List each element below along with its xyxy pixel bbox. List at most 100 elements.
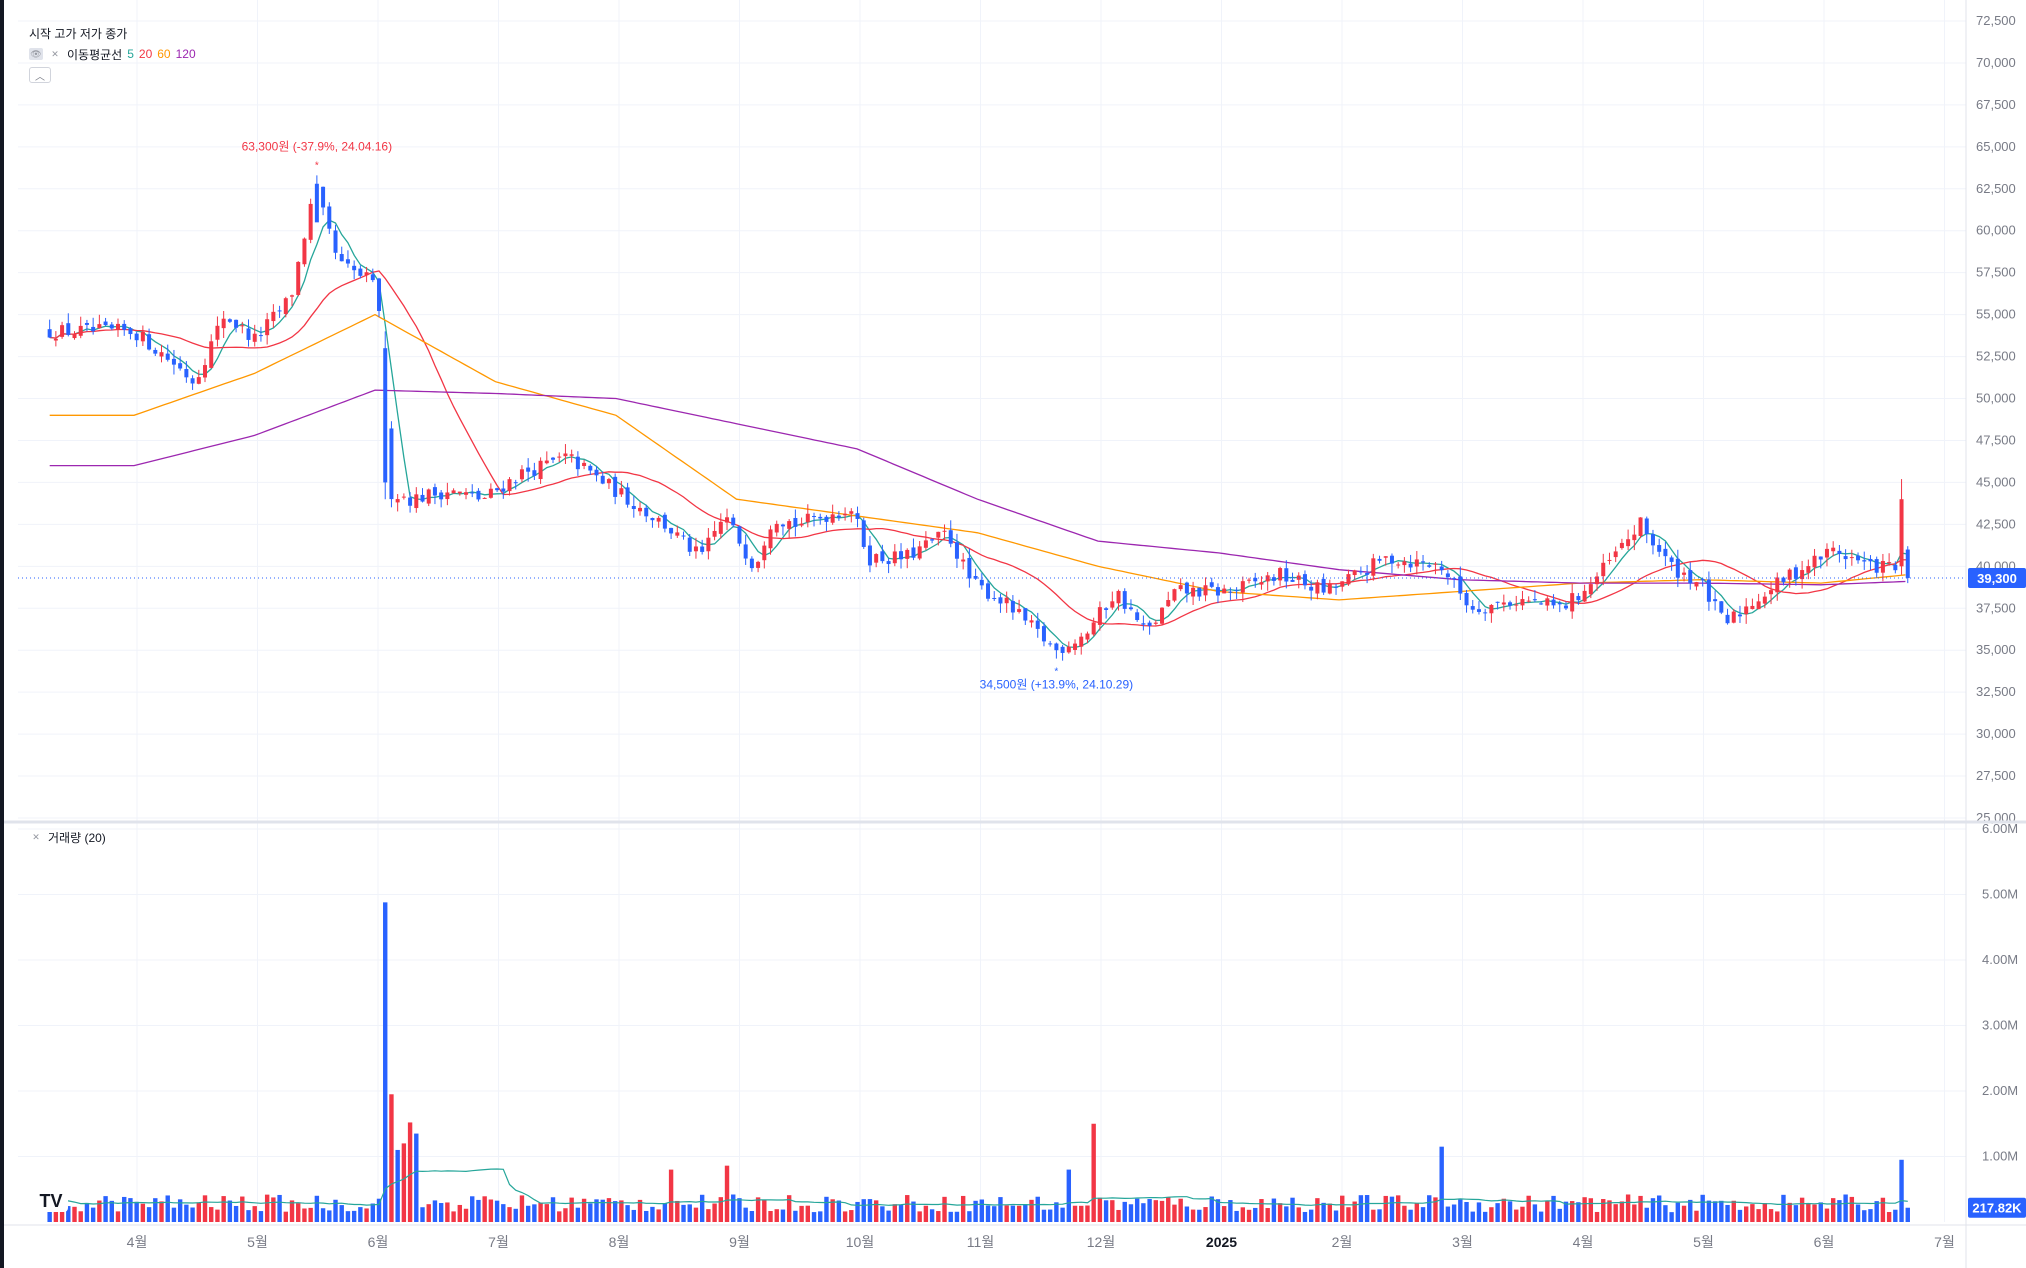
candle-body bbox=[1197, 587, 1202, 597]
volume-bar bbox=[395, 1149, 400, 1222]
volume-bar bbox=[811, 1212, 817, 1222]
volume-bar bbox=[563, 1208, 568, 1222]
volume-bar bbox=[1190, 1209, 1196, 1222]
volume-bar bbox=[1557, 1208, 1562, 1222]
volume-bar bbox=[1799, 1197, 1805, 1222]
candle-body bbox=[1607, 559, 1612, 561]
volume-bar bbox=[1333, 1210, 1339, 1222]
volume-bar bbox=[432, 1200, 438, 1222]
candle-body bbox=[513, 482, 518, 484]
volume-bar bbox=[905, 1195, 910, 1222]
candle-body bbox=[780, 524, 785, 527]
volume-bar bbox=[227, 1200, 233, 1222]
price-tick-label: 70,000 bbox=[1976, 55, 2016, 70]
volume-bar bbox=[252, 1206, 257, 1222]
volume-bar bbox=[115, 1211, 121, 1222]
candle-body bbox=[122, 323, 127, 330]
volume-bar bbox=[1632, 1204, 1637, 1222]
volume-bar bbox=[898, 1204, 904, 1222]
candle-body bbox=[1253, 577, 1258, 582]
chevron-up-icon[interactable]: ︿ bbox=[29, 67, 51, 83]
volume-bar bbox=[1172, 1204, 1177, 1222]
candle-body bbox=[563, 453, 568, 457]
candle-body bbox=[1240, 581, 1245, 593]
volume-bar bbox=[619, 1200, 624, 1222]
candle-body bbox=[507, 479, 512, 492]
candle-body bbox=[159, 352, 164, 357]
close-icon[interactable]: ✕ bbox=[51, 48, 59, 59]
volume-bar bbox=[538, 1202, 543, 1222]
volume-bar bbox=[1066, 1169, 1072, 1222]
candle-body bbox=[551, 457, 556, 460]
candle-body bbox=[464, 492, 469, 495]
candle-body bbox=[290, 295, 295, 297]
candle-body bbox=[1302, 574, 1307, 586]
volume-bar bbox=[494, 1200, 500, 1222]
volume-bar bbox=[681, 1204, 686, 1222]
candle-body bbox=[1209, 582, 1214, 587]
time-tick-label: 5월 bbox=[247, 1234, 268, 1250]
volume-bar bbox=[451, 1211, 456, 1222]
candle-body bbox=[1408, 563, 1413, 568]
candle-body bbox=[265, 319, 270, 336]
candle-body bbox=[308, 203, 313, 240]
volume-bar bbox=[1389, 1196, 1395, 1222]
volume-bar bbox=[445, 1202, 450, 1222]
volume-bar bbox=[1818, 1202, 1823, 1222]
ma120-line bbox=[49, 389, 1906, 586]
volume-bar bbox=[929, 1209, 935, 1222]
candle-body bbox=[1327, 583, 1332, 594]
candle-body bbox=[899, 551, 904, 560]
candle-body bbox=[923, 540, 928, 548]
close-icon[interactable]: ✕ bbox=[32, 832, 40, 842]
candle-body bbox=[389, 428, 394, 500]
candle-body bbox=[774, 523, 779, 533]
volume-bar bbox=[370, 1203, 375, 1222]
candle-body bbox=[482, 497, 487, 499]
volume-bar bbox=[880, 1206, 885, 1222]
eye-icon[interactable]: 👁 bbox=[29, 48, 43, 60]
chart-canvas[interactable]: 25,00027,50030,00032,50035,00037,50040,0… bbox=[4, 0, 2026, 1268]
candle-body bbox=[1588, 584, 1593, 595]
candle-body bbox=[1203, 585, 1208, 596]
candle-body bbox=[72, 333, 77, 339]
volume-bar bbox=[1228, 1200, 1233, 1222]
volume-bar bbox=[1408, 1209, 1413, 1222]
last-price-label: 39,300 bbox=[1977, 571, 2017, 586]
candle-body bbox=[165, 353, 170, 360]
candle-body bbox=[526, 467, 531, 472]
volume-bar bbox=[917, 1211, 922, 1222]
candle-body bbox=[1905, 549, 1910, 579]
volume-bar bbox=[606, 1198, 612, 1222]
volume-bar bbox=[1731, 1200, 1736, 1222]
candle-body bbox=[737, 526, 742, 544]
volume-bar bbox=[967, 1211, 972, 1222]
volume-bar bbox=[184, 1204, 189, 1222]
candle-body bbox=[470, 492, 475, 494]
candle-body bbox=[1626, 539, 1631, 547]
volume-bar bbox=[134, 1201, 139, 1222]
candle-body bbox=[1073, 643, 1078, 650]
candle-body bbox=[1371, 558, 1376, 576]
high-marker: * bbox=[315, 160, 319, 171]
candle-body bbox=[1458, 576, 1463, 594]
candle-body bbox=[544, 460, 549, 464]
candle-body bbox=[1806, 566, 1811, 573]
candle-body bbox=[1762, 596, 1767, 604]
ma-legend[interactable]: 👁 ✕ 이동평균선 5 20 60 120 bbox=[29, 46, 196, 62]
volume-bar bbox=[438, 1203, 444, 1222]
volume-tick-label: 4.00M bbox=[1982, 952, 2018, 967]
candle-body bbox=[557, 456, 562, 458]
candle-body bbox=[1532, 599, 1537, 601]
candle-body bbox=[644, 507, 649, 517]
volume-bar bbox=[1395, 1195, 1401, 1222]
volume-bar bbox=[1047, 1209, 1053, 1222]
candle-body bbox=[1601, 562, 1606, 577]
volume-bar bbox=[1470, 1211, 1475, 1222]
volume-bar bbox=[1601, 1199, 1606, 1222]
volume-bar bbox=[600, 1199, 605, 1222]
candle-body bbox=[998, 597, 1003, 604]
tradingview-logo-icon[interactable]: TV bbox=[34, 1190, 68, 1212]
candle-body bbox=[1085, 633, 1090, 640]
